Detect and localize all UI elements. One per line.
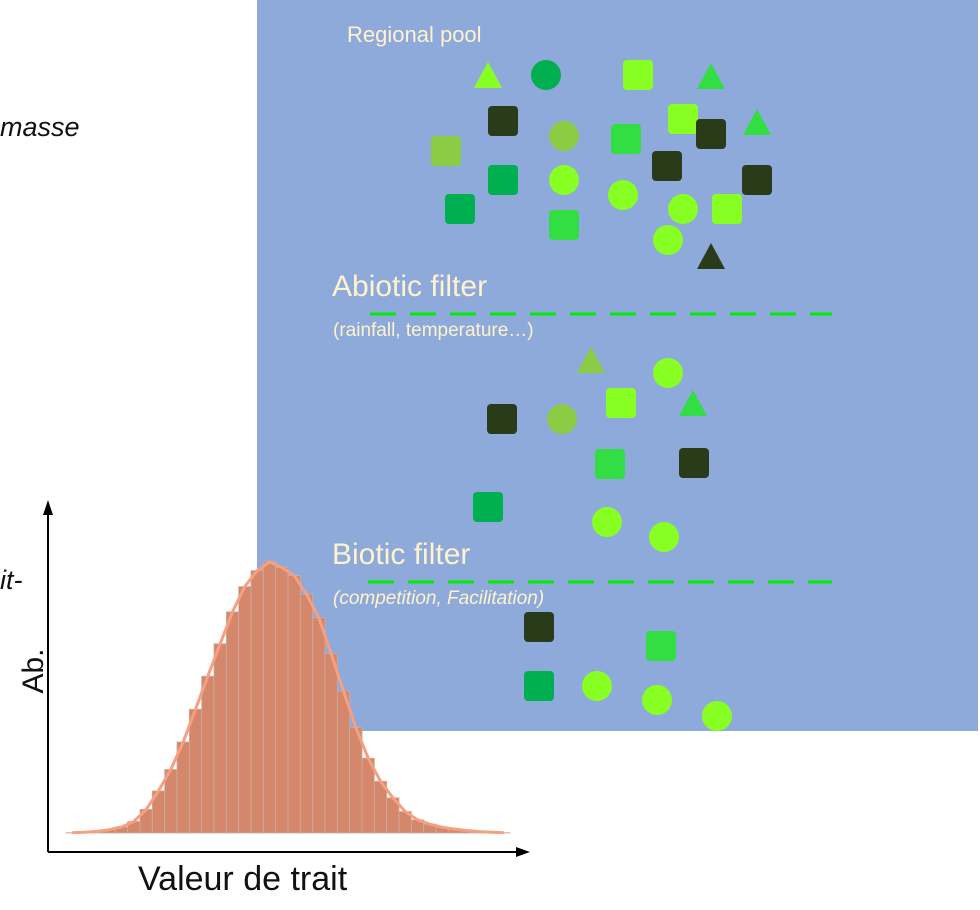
histogram-bar: [213, 643, 227, 834]
species-marker-pool-square: [623, 60, 653, 90]
histogram-y-label: Ab.: [17, 648, 50, 694]
y-axis-arrow: [43, 500, 53, 515]
species-marker-pool-square: [488, 165, 518, 195]
histogram-bar: [324, 653, 338, 834]
histogram-bar: [238, 586, 252, 834]
species-marker-biotic-circle: [702, 701, 732, 731]
histogram-bar: [225, 611, 240, 834]
species-marker-abiotic-square: [473, 492, 503, 522]
species-marker-abiotic-circle: [649, 522, 679, 552]
species-marker-pool-square: [668, 104, 698, 134]
species-marker-pool-triangle: [474, 62, 502, 88]
histogram-bar: [176, 741, 190, 834]
species-marker-abiotic-square: [487, 404, 517, 434]
species-marker-pool-circle: [668, 194, 698, 224]
biotic-filter-subtitle: (competition, Facilitation): [333, 588, 545, 609]
species-marker-pool-square: [431, 136, 461, 166]
histogram-bar: [299, 593, 314, 834]
species-marker-pool-circle: [608, 180, 638, 210]
histogram-density-curve: [72, 560, 504, 835]
species-marker-abiotic-triangle: [577, 347, 605, 373]
species-marker-pool-circle: [549, 121, 579, 151]
species-marker-pool-square: [549, 210, 579, 240]
histogram-x-label: Valeur de trait: [138, 860, 348, 898]
species-marker-abiotic-square: [595, 449, 625, 479]
histogram-bar: [262, 561, 277, 834]
species-marker-pool-square: [445, 194, 475, 224]
species-marker-pool-square: [488, 106, 518, 136]
abiotic-filter-subtitle: (rainfall, temperature…): [333, 320, 534, 341]
species-marker-abiotic-circle: [653, 358, 683, 388]
species-marker-biotic-square: [524, 671, 554, 701]
species-marker-biotic-square: [646, 631, 676, 661]
species-marker-pool-triangle: [697, 63, 725, 89]
species-markers: [431, 60, 772, 731]
species-marker-pool-square: [611, 124, 641, 154]
trait-histogram: [65, 560, 511, 835]
species-marker-abiotic-circle: [547, 404, 577, 434]
abiotic-filter-title: Abiotic filter: [332, 270, 488, 303]
histogram-bar: [275, 566, 289, 834]
species-marker-biotic-circle: [642, 685, 672, 715]
species-marker-pool-circle: [549, 165, 579, 195]
community-assembly-panel: [257, 0, 978, 731]
species-marker-pool-square: [696, 119, 726, 149]
x-axis-arrow: [516, 847, 530, 857]
histogram-bar: [349, 727, 363, 834]
histogram-axes: [43, 500, 530, 857]
histogram-bar: [287, 575, 301, 834]
regional-pool-label: Regional pool: [347, 22, 482, 47]
text-fragment-masse: masse: [0, 112, 80, 142]
species-marker-biotic-circle: [582, 671, 612, 701]
species-marker-abiotic-square: [679, 448, 709, 478]
text-fragment-it: it-: [0, 565, 23, 595]
histogram-bar: [201, 675, 215, 834]
histogram-bar: [336, 690, 351, 834]
species-marker-abiotic-triangle: [679, 390, 707, 416]
species-marker-pool-square: [652, 151, 682, 181]
species-marker-abiotic-square: [606, 388, 636, 418]
species-marker-pool-square: [742, 165, 772, 195]
biotic-filter-title: Biotic filter: [332, 538, 471, 571]
histogram-bar: [188, 708, 203, 834]
species-marker-pool-circle: [653, 225, 683, 255]
species-marker-pool-triangle: [743, 109, 771, 135]
histogram-bar: [312, 617, 326, 834]
species-marker-abiotic-circle: [592, 507, 622, 537]
species-marker-pool-triangle: [697, 243, 725, 269]
histogram-bar: [250, 570, 264, 834]
species-marker-pool-square: [712, 194, 742, 224]
species-marker-pool-circle: [531, 60, 561, 90]
species-marker-biotic-square: [524, 612, 554, 642]
